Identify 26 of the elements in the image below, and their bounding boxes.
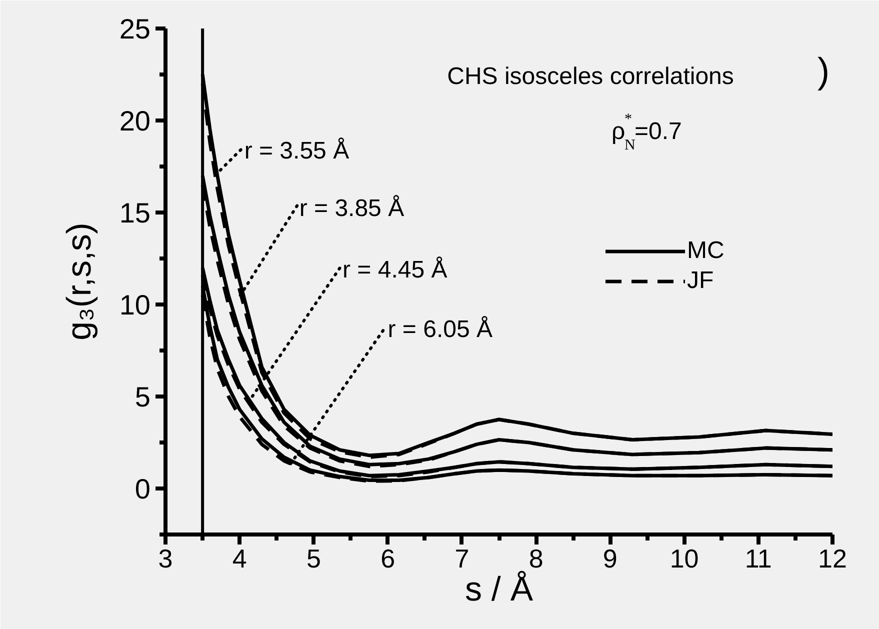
x-tick-label: 8 [528, 544, 544, 574]
x-tick-label: 12 [818, 544, 847, 574]
x-tick-label: 4 [232, 544, 247, 574]
x-tick-label: 5 [306, 544, 321, 574]
annotation: r = 3.85 Å [299, 194, 404, 222]
y-tick-label: 15 [119, 198, 151, 228]
annotation: CHS isosceles correlations [447, 63, 734, 90]
y-tick-label: 20 [119, 106, 151, 136]
x-tick-label: 10 [670, 544, 699, 574]
y-tick-label: 10 [119, 290, 151, 320]
legend-label: JF [687, 266, 714, 296]
annotation: ) [818, 50, 830, 91]
annotation: r = 6.05 Å [388, 316, 492, 344]
x-tick-label: 11 [744, 544, 772, 574]
x-tick-label: 3 [158, 544, 173, 574]
x-tick-label: 7 [454, 544, 470, 574]
x-tick-label: 9 [602, 544, 618, 574]
y-tick-label: 25 [119, 14, 151, 44]
legend-label: MC [687, 236, 724, 266]
y-tick-label: 5 [134, 382, 151, 412]
x-axis-title: s / Å [464, 570, 534, 608]
annotation: r = 4.45 Å [342, 256, 448, 284]
y-tick-label: 0 [134, 474, 151, 504]
x-tick-label: 6 [380, 544, 396, 574]
y-axis-title: g₃(r,s,s) [60, 222, 98, 340]
annotation: r = 3.55 Å [244, 138, 350, 165]
